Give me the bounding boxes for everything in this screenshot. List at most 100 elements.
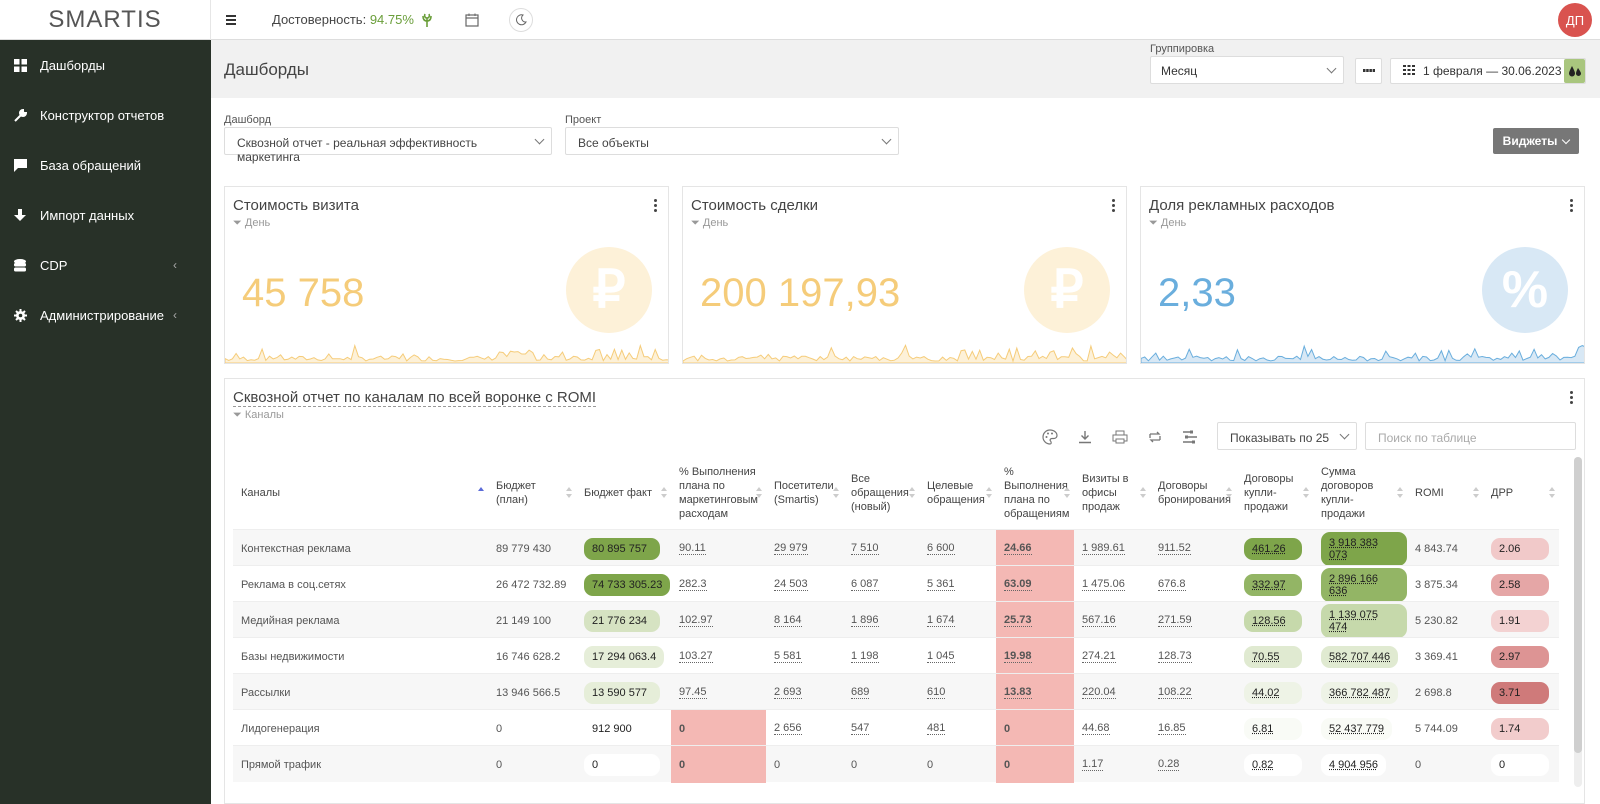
cell-value[interactable]: 103.27 xyxy=(679,650,713,663)
cell-value[interactable]: 481 xyxy=(927,722,946,735)
calendar-icon[interactable] xyxy=(460,8,484,32)
kebab-menu-icon[interactable] xyxy=(1570,391,1574,404)
cell-value[interactable]: 567.16 xyxy=(1082,614,1116,627)
kebab-menu-icon[interactable] xyxy=(1570,199,1574,212)
kebab-menu-icon[interactable] xyxy=(654,199,658,212)
column-header[interactable]: Бюджет (план) xyxy=(488,457,576,529)
cell-value[interactable]: 128.56 xyxy=(1244,609,1302,632)
sidebar-item-admin[interactable]: Администрирование ‹ xyxy=(0,290,211,340)
palette-icon[interactable] xyxy=(1040,427,1060,447)
cell-value[interactable]: 610 xyxy=(927,686,946,699)
sidebar-item-import[interactable]: Импорт данных xyxy=(0,190,211,240)
date-range-picker[interactable]: 1 февраля — 30.06.2023 xyxy=(1390,58,1586,84)
cell-value[interactable]: 19.98 xyxy=(1004,650,1032,663)
cell-value[interactable]: 70.55 xyxy=(1244,645,1302,668)
cell-value[interactable]: 5 581 xyxy=(774,650,802,663)
cell-value[interactable]: 1 045 xyxy=(927,650,955,663)
cell-value[interactable]: 1 198 xyxy=(851,650,879,663)
cell-value[interactable]: 689 xyxy=(851,686,870,699)
column-header[interactable]: Визиты в офисы продаж xyxy=(1074,457,1150,529)
cell-value[interactable]: 582 707 446 xyxy=(1321,645,1399,668)
logo[interactable]: SMARTIS xyxy=(0,0,211,40)
cell-value[interactable]: 366 782 487 xyxy=(1321,681,1399,704)
cell-value[interactable]: 63.09 xyxy=(1004,578,1032,591)
cell-value[interactable]: 2 896 166 636 xyxy=(1321,567,1407,602)
columns-icon[interactable] xyxy=(1180,427,1200,447)
per-page-select[interactable]: Показывать по 25 xyxy=(1217,422,1357,450)
column-header[interactable]: ROMI xyxy=(1407,457,1483,529)
cell-value[interactable]: 1 989.61 xyxy=(1082,542,1125,555)
column-header[interactable]: Посетители (Smartis) xyxy=(766,457,843,529)
download-icon[interactable] xyxy=(1075,427,1095,447)
sidebar-item-report-builder[interactable]: Конструктор отчетов xyxy=(0,90,211,140)
more-options-button[interactable] xyxy=(1355,58,1382,84)
avatar[interactable]: ДП xyxy=(1558,3,1592,37)
cell-value[interactable]: 282.3 xyxy=(679,578,707,591)
column-header[interactable]: ДРР xyxy=(1483,457,1559,529)
cell-value[interactable]: 2 656 xyxy=(774,722,802,735)
cell-value[interactable]: 1.17 xyxy=(1082,758,1104,771)
print-icon[interactable] xyxy=(1110,427,1130,447)
column-header[interactable]: Все обращения (новый) xyxy=(843,457,919,529)
drops-icon[interactable] xyxy=(1564,59,1585,83)
table-scrollbar[interactable] xyxy=(1574,457,1582,787)
widgets-button[interactable]: Виджеты xyxy=(1493,128,1579,154)
cell-value[interactable]: 29 979 xyxy=(774,542,808,555)
cell-value[interactable]: 6.81 xyxy=(1244,717,1302,740)
dashboard-select[interactable]: Сквозной отчет - реальная эффективность … xyxy=(224,127,552,164)
refresh-icon[interactable] xyxy=(1145,427,1165,447)
cell-value[interactable]: 911.52 xyxy=(1158,542,1191,555)
column-header[interactable]: Договоры бронирования xyxy=(1150,457,1236,529)
cell-value[interactable]: 271.59 xyxy=(1158,614,1192,627)
cell-value[interactable]: 0.28 xyxy=(1158,758,1180,771)
column-header[interactable]: Сумма договоров купли-продажи xyxy=(1313,457,1407,529)
sidebar-item-dashboards[interactable]: Дашборды xyxy=(0,40,211,90)
column-header[interactable]: % Выполнения плана по маркетинговым расх… xyxy=(671,457,766,529)
cell-value[interactable]: 6 600 xyxy=(927,542,955,555)
column-header[interactable]: Целевые обращения xyxy=(919,457,996,529)
cell-value[interactable]: 5 361 xyxy=(927,578,955,591)
cell-value[interactable]: 2 693 xyxy=(774,686,802,699)
project-select[interactable]: Все объекты xyxy=(565,127,899,155)
cell-value[interactable]: 220.04 xyxy=(1082,686,1116,699)
cell-value[interactable]: 0.82 xyxy=(1244,753,1302,776)
cell-value[interactable]: 4 904 956 xyxy=(1321,753,1386,776)
cell-value[interactable]: 461.26 xyxy=(1244,537,1302,560)
cell-value[interactable]: 1 139 075 474 xyxy=(1321,603,1407,638)
cell-value[interactable]: 25.73 xyxy=(1004,614,1032,627)
cell-value[interactable]: 102.97 xyxy=(679,614,713,627)
hamburger-menu-icon[interactable] xyxy=(221,10,241,30)
table-title[interactable]: Сквозной отчет по каналам по всей воронк… xyxy=(233,389,597,407)
cell-value[interactable]: 3 918 383 073 xyxy=(1321,531,1407,566)
cell-value[interactable]: 7 510 xyxy=(851,542,879,555)
column-header[interactable]: Договоры купли-продажи xyxy=(1236,457,1313,529)
cell-value[interactable]: 1 674 xyxy=(927,614,955,627)
cell-value[interactable]: 108.22 xyxy=(1158,686,1192,699)
sidebar-item-cdp[interactable]: CDP ‹ xyxy=(0,240,211,290)
cell-value[interactable]: 44.68 xyxy=(1082,722,1110,735)
cell-value[interactable]: 13.83 xyxy=(1004,686,1032,699)
cell-value[interactable]: 676.8 xyxy=(1158,578,1186,591)
cell-value[interactable]: 8 164 xyxy=(774,614,802,627)
cell-value[interactable]: 16.85 xyxy=(1158,722,1186,735)
cell-value[interactable]: 97.45 xyxy=(679,686,707,699)
cell-value[interactable]: 6 087 xyxy=(851,578,879,591)
cell-value[interactable]: 332.97 xyxy=(1244,573,1302,596)
cell-value[interactable]: 274.21 xyxy=(1082,650,1116,663)
plant-icon[interactable] xyxy=(415,8,439,32)
column-header[interactable]: Бюджет факт xyxy=(576,457,671,529)
grouping-select[interactable]: Месяц xyxy=(1150,56,1344,84)
cell-value[interactable]: 90.11 xyxy=(679,542,706,555)
cell-value[interactable]: 44.02 xyxy=(1244,681,1302,704)
cell-value[interactable]: 1 475.06 xyxy=(1082,578,1125,591)
cell-value[interactable]: 24 503 xyxy=(774,578,808,591)
column-header[interactable]: % Выполнения плана по обращениям xyxy=(996,457,1074,529)
cell-value[interactable]: 547 xyxy=(851,722,870,735)
cell-value[interactable]: 24.66 xyxy=(1004,542,1032,555)
moon-icon[interactable] xyxy=(509,8,533,32)
kebab-menu-icon[interactable] xyxy=(1112,199,1116,212)
cell-value[interactable]: 128.73 xyxy=(1158,650,1192,663)
cell-value[interactable]: 1 896 xyxy=(851,614,879,627)
column-header[interactable]: Каналы xyxy=(233,457,488,529)
table-search-input[interactable]: Поиск по таблице xyxy=(1365,422,1576,450)
